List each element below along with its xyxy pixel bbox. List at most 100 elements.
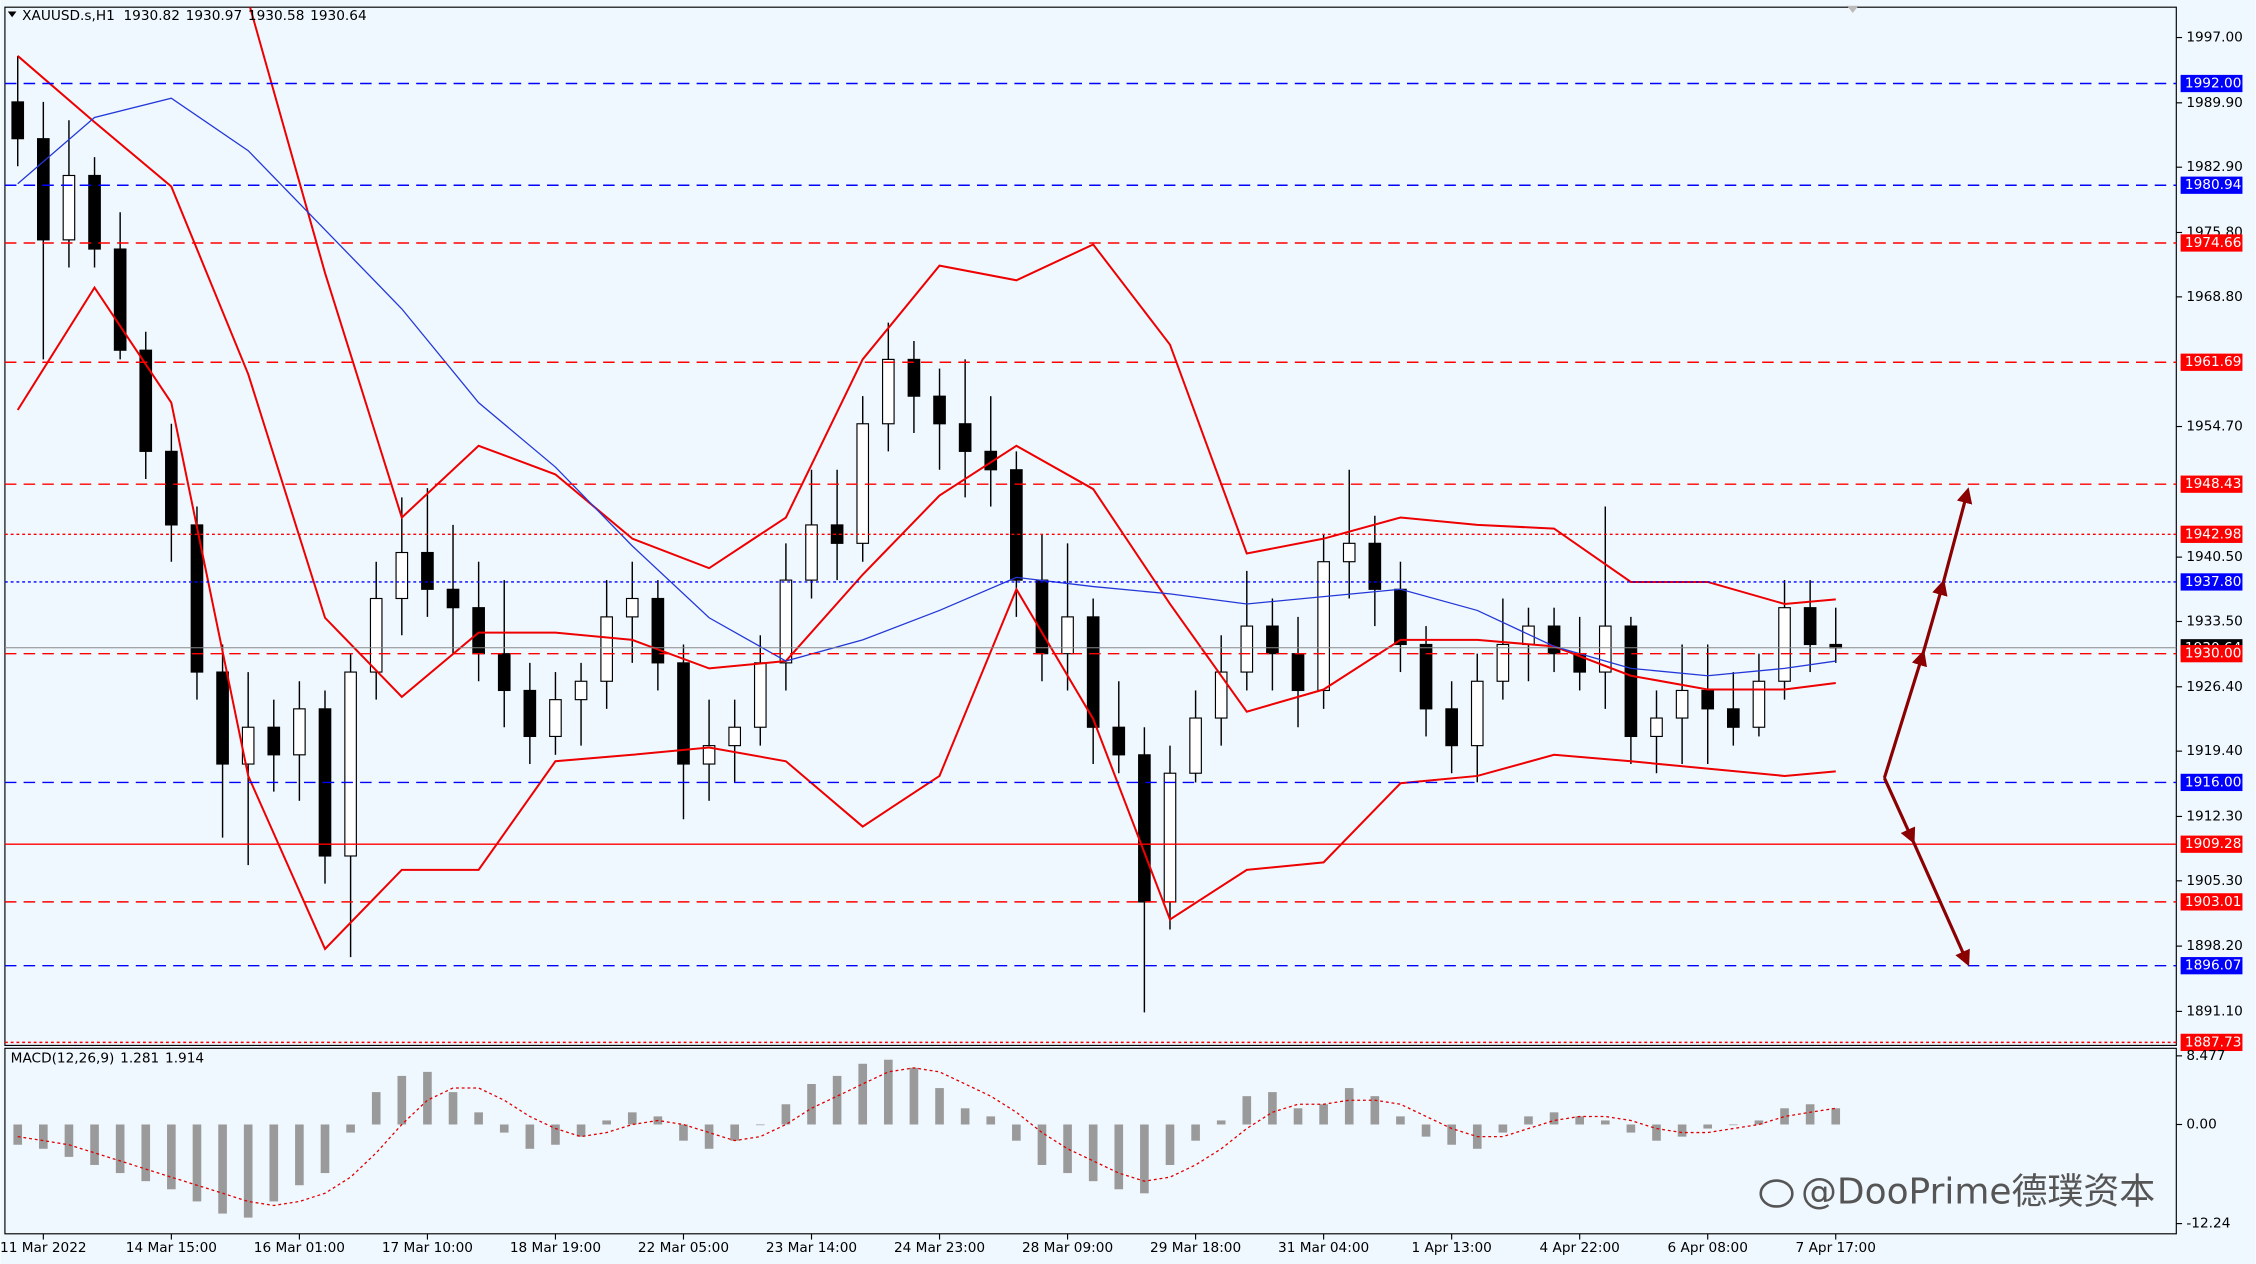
macd-bar [1831, 1108, 1841, 1125]
y-tick-label: 1912.30 [2186, 808, 2242, 824]
level-label-bg [2180, 353, 2243, 371]
macd-bar [1780, 1108, 1789, 1125]
macd-plot [13, 1059, 1841, 1218]
watermark-icon [1759, 1179, 1794, 1208]
macd-bar [1549, 1112, 1559, 1125]
candle-body [1112, 726, 1126, 756]
candle-body [651, 597, 665, 664]
y-tick-label: 1982.90 [2186, 159, 2242, 175]
candle-body [1342, 542, 1356, 563]
macd-bar [704, 1124, 714, 1149]
x-tick-label: 23 Mar 14:00 [766, 1240, 857, 1256]
candle-body [728, 726, 742, 747]
candle-body [1394, 588, 1407, 646]
macd-bar [397, 1075, 407, 1125]
macd-bar [986, 1116, 996, 1125]
candle-body [984, 450, 998, 471]
candle-body [625, 597, 639, 618]
y-tick-label: 1940.50 [2186, 549, 2242, 565]
candle-body [1163, 772, 1177, 903]
macd-bar [1268, 1092, 1277, 1125]
level-label-bg [2180, 74, 2243, 93]
level-label: 1937.80 [2185, 574, 2241, 590]
level-label: 1887.73 [2185, 1034, 2241, 1050]
candle-body [344, 671, 357, 857]
ohlc-close: 1930.64 [310, 8, 366, 24]
macd-bar [730, 1124, 740, 1141]
macd-bar [960, 1108, 970, 1125]
macd-bar [1319, 1104, 1328, 1125]
macd-bar [1396, 1116, 1405, 1125]
shift-marker[interactable] [1846, 5, 1859, 13]
level-label: 1992.00 [2185, 76, 2241, 92]
macd-bar [64, 1124, 74, 1157]
macd-bar [39, 1124, 48, 1149]
level-label: 1930.00 [2185, 646, 2241, 662]
candle-body [1419, 643, 1433, 710]
candle-body [1726, 708, 1740, 728]
macd-header: MACD(12,26,9) 1.281 1.914 [11, 1050, 204, 1066]
macd-bar [679, 1124, 688, 1141]
candle-body [1317, 561, 1330, 692]
level-label: 1909.28 [2185, 836, 2241, 852]
symbol: XAUUSD.s,H1 [22, 8, 115, 24]
candle-body [779, 579, 793, 664]
candle-body [1035, 579, 1049, 655]
candle-body [1061, 616, 1074, 655]
y-tick-label: -12.24 [2186, 1216, 2230, 1232]
macd-bar [525, 1124, 535, 1149]
arrow-up-3 [1941, 487, 1973, 583]
candle-body [421, 551, 434, 590]
candle-body [600, 616, 613, 682]
candle-body [1522, 625, 1535, 646]
candle-body [62, 174, 76, 241]
macd-bar [1421, 1124, 1431, 1137]
main-panel [4, 6, 2177, 1046]
macd-bar [1344, 1088, 1354, 1125]
candle-body [1470, 680, 1484, 747]
macd-bar [1037, 1124, 1047, 1165]
candle-body [139, 349, 153, 452]
candle-body [702, 745, 716, 765]
candle-body [1598, 625, 1612, 673]
macd-bar [602, 1120, 611, 1125]
macd-bar [781, 1104, 791, 1125]
candle-body [958, 423, 972, 452]
macd-bar [1524, 1116, 1533, 1125]
candle-body [1266, 625, 1279, 655]
dropdown-icon[interactable] [7, 11, 17, 18]
macd-bar [243, 1124, 253, 1218]
y-tick-label: 1954.70 [2186, 419, 2242, 435]
candle-body [1650, 717, 1663, 738]
macd-bar [1063, 1124, 1072, 1174]
macd-bar [1140, 1124, 1149, 1194]
y-tick-label: 1989.90 [2186, 95, 2242, 111]
y-tick-label: 1968.80 [2186, 289, 2242, 305]
macd-bar [627, 1112, 637, 1125]
candle-body [1291, 653, 1305, 692]
candle-body [677, 662, 690, 765]
signal-line [17, 1067, 1836, 1207]
level-label: 1896.07 [2185, 958, 2241, 974]
x-tick-label: 29 Mar 18:00 [1150, 1240, 1241, 1256]
x-tick-label: 14 Mar 15:00 [126, 1240, 217, 1256]
level-label-bg [2180, 957, 2243, 975]
macd-bar [1012, 1124, 1021, 1141]
watermark: @DooPrime德璞资本 [1759, 1172, 2155, 1213]
macd-signal-value: 1.914 [165, 1050, 204, 1066]
candle-body [165, 450, 178, 526]
indicator-line [249, 7, 1836, 605]
level-label: 1980.94 [2185, 177, 2241, 193]
candle-body [1214, 671, 1228, 719]
candle-body [1138, 754, 1151, 903]
ohlc-low: 1930.58 [248, 8, 304, 24]
y-tick-label: 1926.40 [2186, 679, 2242, 695]
macd-bar [1216, 1120, 1226, 1125]
arrow-up-2 [1921, 579, 1948, 654]
y-tick-label: 1891.10 [2186, 1003, 2242, 1019]
arrow-down-1 [1882, 777, 1916, 845]
x-tick-label: 11 Mar 2022 [0, 1240, 87, 1256]
candle-body [37, 138, 50, 241]
